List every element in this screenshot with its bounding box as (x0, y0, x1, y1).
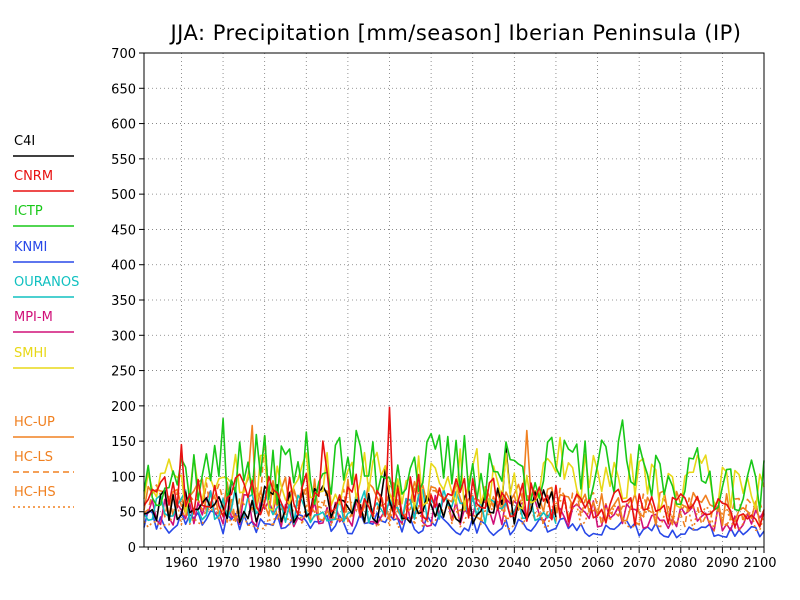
legend-label: C4I (14, 134, 35, 149)
legend-label: ICTP (14, 204, 43, 219)
x-tick-label: 1960 (165, 556, 198, 571)
y-tick-label: 450 (111, 223, 136, 238)
x-tick-label: 1990 (290, 556, 323, 571)
y-tick-label: 100 (111, 470, 136, 485)
x-tick-label: 2040 (498, 556, 531, 571)
legend-label: KNMI (14, 240, 47, 255)
x-tick-label: 2090 (706, 556, 739, 571)
x-tick-label: 2020 (415, 556, 448, 571)
x-tick-label: 1970 (207, 556, 240, 571)
y-tick-label: 500 (111, 188, 136, 203)
series-line-knmi (143, 509, 765, 539)
x-tick-label: 2080 (664, 556, 697, 571)
y-tick-label: 0 (128, 541, 136, 556)
x-tick-label: 2000 (331, 556, 364, 571)
x-tick-label: 2060 (581, 556, 614, 571)
x-tick-label: 2030 (456, 556, 489, 571)
series-line-c4i (143, 447, 557, 525)
legend-label: OURANOS (14, 275, 79, 290)
y-tick-label: 400 (111, 259, 136, 274)
x-tick-label: 1980 (248, 556, 281, 571)
y-tick-label: 550 (111, 153, 136, 168)
y-tick-label: 200 (111, 400, 136, 415)
legend: C4I CNRM ICTP KNMI OURANOS MPI-M SMHI HC-UP HC-L… (13, 134, 79, 508)
x-axis-ticks: 1960 1970 1980 1990 2000 2010 2020 2030 2040 2050… (147, 547, 777, 571)
x-tick-label: 2070 (623, 556, 656, 571)
y-tick-label: 600 (111, 118, 136, 133)
series-line-cnrm (143, 406, 765, 528)
legend-label: MPI-M (14, 310, 53, 325)
y-tick-label: 350 (111, 294, 136, 309)
series-line-ictp (143, 417, 765, 512)
y-tick-label: 250 (111, 365, 136, 380)
x-tick-label: 2050 (539, 556, 572, 571)
y-tick-label: 700 (111, 47, 136, 62)
legend-label: CNRM (14, 169, 53, 184)
y-tick-label: 150 (111, 435, 136, 450)
legend-label: HC-UP (14, 415, 55, 430)
y-tick-label: 50 (119, 506, 136, 521)
grid (144, 53, 764, 547)
x-tick-label: 2100 (743, 556, 776, 571)
chart-title: JJA: Precipitation [mm/season] Iberian P… (168, 21, 741, 45)
legend-label: SMHI (14, 346, 47, 361)
series-layer (143, 406, 765, 539)
x-tick-label: 2010 (373, 556, 406, 571)
legend-label: HC-HS (14, 485, 56, 500)
y-tick-label: 650 (111, 82, 136, 97)
y-tick-label: 300 (111, 329, 136, 344)
legend-label: HC-LS (14, 450, 53, 465)
y-axis-ticks: 0 50 100 150 200 250 300 350 400 450 500 550 600 650 7… (111, 47, 144, 556)
